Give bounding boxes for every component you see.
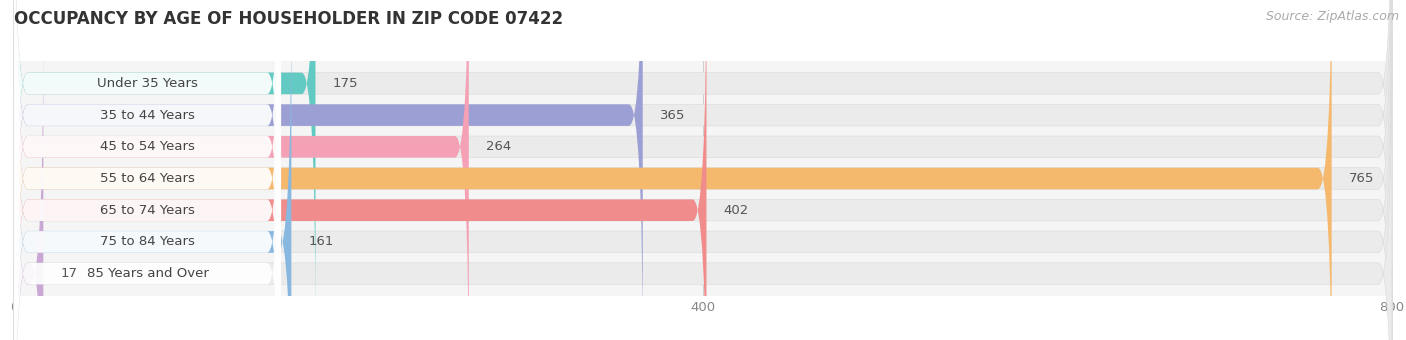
Text: 17: 17 xyxy=(60,267,77,280)
FancyBboxPatch shape xyxy=(14,0,315,326)
Text: Under 35 Years: Under 35 Years xyxy=(97,77,198,90)
Text: 45 to 54 Years: 45 to 54 Years xyxy=(100,140,195,153)
FancyBboxPatch shape xyxy=(14,0,281,326)
Text: 175: 175 xyxy=(333,77,359,90)
FancyBboxPatch shape xyxy=(14,0,1392,326)
FancyBboxPatch shape xyxy=(14,0,1392,340)
FancyBboxPatch shape xyxy=(14,31,44,340)
Text: 161: 161 xyxy=(308,235,335,249)
FancyBboxPatch shape xyxy=(14,0,291,340)
FancyBboxPatch shape xyxy=(14,0,1331,340)
Text: 765: 765 xyxy=(1348,172,1374,185)
FancyBboxPatch shape xyxy=(14,0,706,340)
Text: 365: 365 xyxy=(659,108,685,122)
FancyBboxPatch shape xyxy=(14,31,1392,340)
Text: 402: 402 xyxy=(724,204,749,217)
FancyBboxPatch shape xyxy=(14,0,1392,340)
Text: OCCUPANCY BY AGE OF HOUSEHOLDER IN ZIP CODE 07422: OCCUPANCY BY AGE OF HOUSEHOLDER IN ZIP C… xyxy=(14,10,564,28)
Text: 65 to 74 Years: 65 to 74 Years xyxy=(100,204,195,217)
Text: Source: ZipAtlas.com: Source: ZipAtlas.com xyxy=(1265,10,1399,23)
Text: 55 to 64 Years: 55 to 64 Years xyxy=(100,172,195,185)
FancyBboxPatch shape xyxy=(14,0,281,340)
FancyBboxPatch shape xyxy=(14,0,281,340)
FancyBboxPatch shape xyxy=(14,0,1392,340)
FancyBboxPatch shape xyxy=(14,0,1392,340)
FancyBboxPatch shape xyxy=(14,31,281,340)
FancyBboxPatch shape xyxy=(14,0,643,340)
Text: 85 Years and Over: 85 Years and Over xyxy=(87,267,208,280)
FancyBboxPatch shape xyxy=(14,0,281,340)
FancyBboxPatch shape xyxy=(14,0,468,340)
Text: 35 to 44 Years: 35 to 44 Years xyxy=(100,108,195,122)
FancyBboxPatch shape xyxy=(14,0,281,340)
FancyBboxPatch shape xyxy=(14,0,1392,340)
FancyBboxPatch shape xyxy=(14,0,281,340)
Text: 264: 264 xyxy=(486,140,512,153)
Text: 75 to 84 Years: 75 to 84 Years xyxy=(100,235,195,249)
